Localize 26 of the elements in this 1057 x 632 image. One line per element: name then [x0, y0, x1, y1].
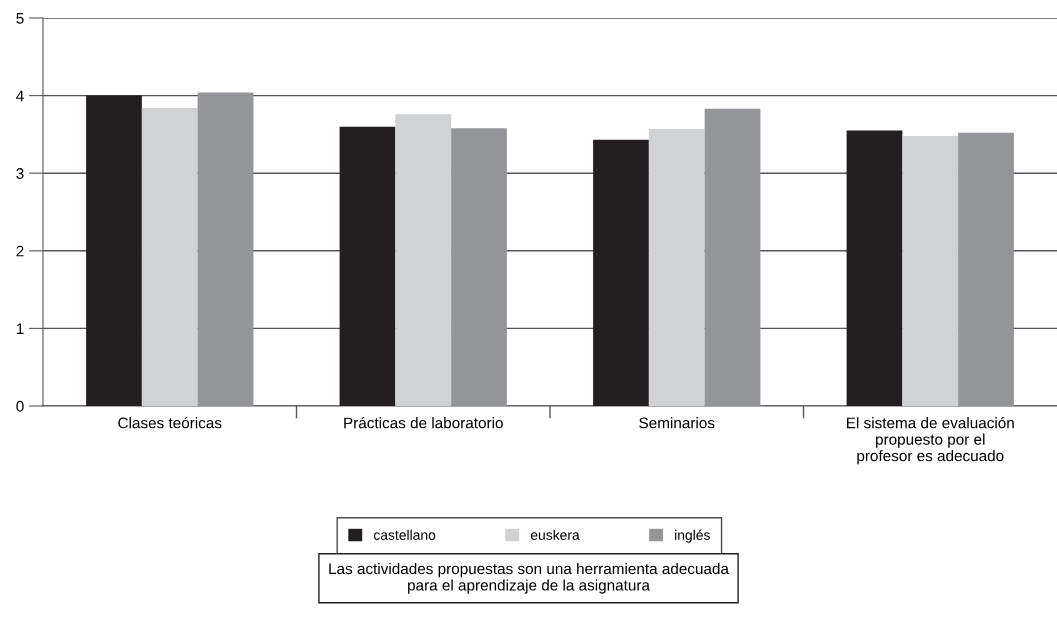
y-tick-label: 4 — [16, 90, 24, 102]
bar — [339, 126, 396, 406]
y-tick-label: 2 — [16, 245, 24, 257]
bar — [141, 108, 198, 406]
bar — [197, 92, 254, 406]
bar — [648, 128, 705, 406]
bar — [451, 128, 507, 406]
text: Las actividades propuestas son una herramienta adecuada para el aprendizaje de la asignatura — [329, 562, 729, 594]
y-tick-label: 3 — [16, 168, 24, 179]
y-tick-label: 5 — [16, 13, 24, 24]
bar — [846, 130, 903, 406]
x-tick-label: El sistema de evaluación propuesto por el profesor es adecuado — [847, 416, 1014, 465]
bar — [86, 95, 142, 406]
legend-label: inglés — [675, 529, 710, 543]
bar — [958, 132, 1014, 406]
bar — [593, 139, 649, 406]
bar — [902, 135, 959, 406]
y-tick-label: 0 — [16, 400, 24, 412]
x-tick-label: Prácticas de laboratorio — [344, 416, 503, 429]
bar — [704, 108, 761, 406]
x-tick-label: Seminarios — [639, 417, 715, 429]
y-tick-label: 1 — [16, 323, 24, 334]
bar — [395, 114, 452, 406]
legend-label: castellano — [373, 529, 436, 540]
legend-label: euskera — [530, 529, 580, 540]
x-tick-label: Clases teóricas — [118, 416, 222, 429]
